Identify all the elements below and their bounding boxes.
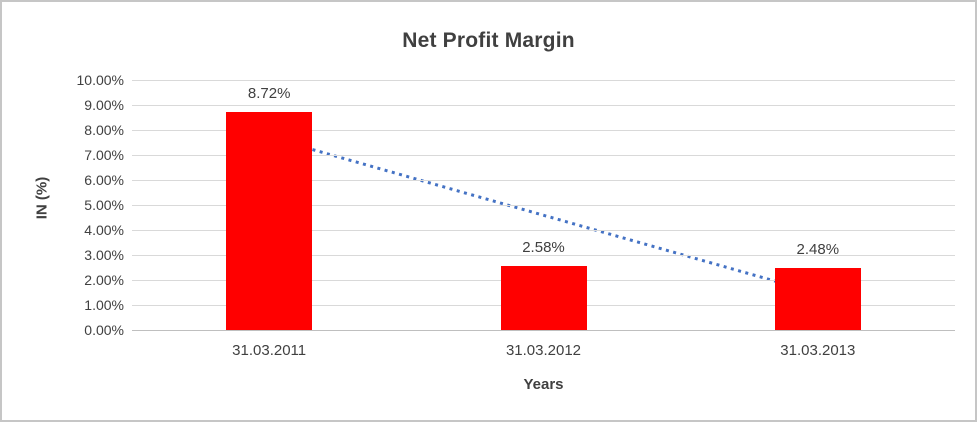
bar-31.03.2013 [774,268,861,330]
gridline [132,255,955,256]
bar-value-label: 2.48% [796,241,840,258]
gridline [132,105,955,106]
gridline [132,205,955,206]
gridline [132,80,955,81]
x-axis-title: Years [523,376,564,393]
y-tick-label: 8.00% [84,122,124,138]
y-tick-label: 0.00% [84,322,124,338]
y-tick-label: 5.00% [84,197,124,213]
y-tick-label: 4.00% [84,222,124,238]
x-tick-label: 31.03.2011 [232,342,307,359]
bar-31.03.2012 [500,265,587,330]
y-tick-label: 2.00% [84,272,124,288]
y-tick-label: 7.00% [84,147,124,163]
bar-31.03.2011 [226,112,313,330]
bar-value-label: 8.72% [247,85,291,102]
bar-value-label: 2.58% [522,238,565,256]
y-tick-label: 1.00% [84,297,124,313]
gridline [132,230,955,231]
gridline [132,130,955,131]
y-tick-label: 6.00% [84,172,124,188]
y-tick-label: 3.00% [84,247,124,263]
plot-area [132,80,955,331]
x-tick-label: 31.03.2012 [505,342,582,359]
y-tick-label: 10.00% [76,72,124,88]
trendline-svg [268,135,819,295]
trendline-line [268,135,819,295]
chart-title: Net Profit Margin [402,29,575,52]
x-tick-label: 31.03.2013 [780,342,856,359]
x-axis-line [132,330,955,331]
gridline [132,155,955,156]
gridline [132,180,955,181]
y-tick-label: 9.00% [84,97,124,113]
